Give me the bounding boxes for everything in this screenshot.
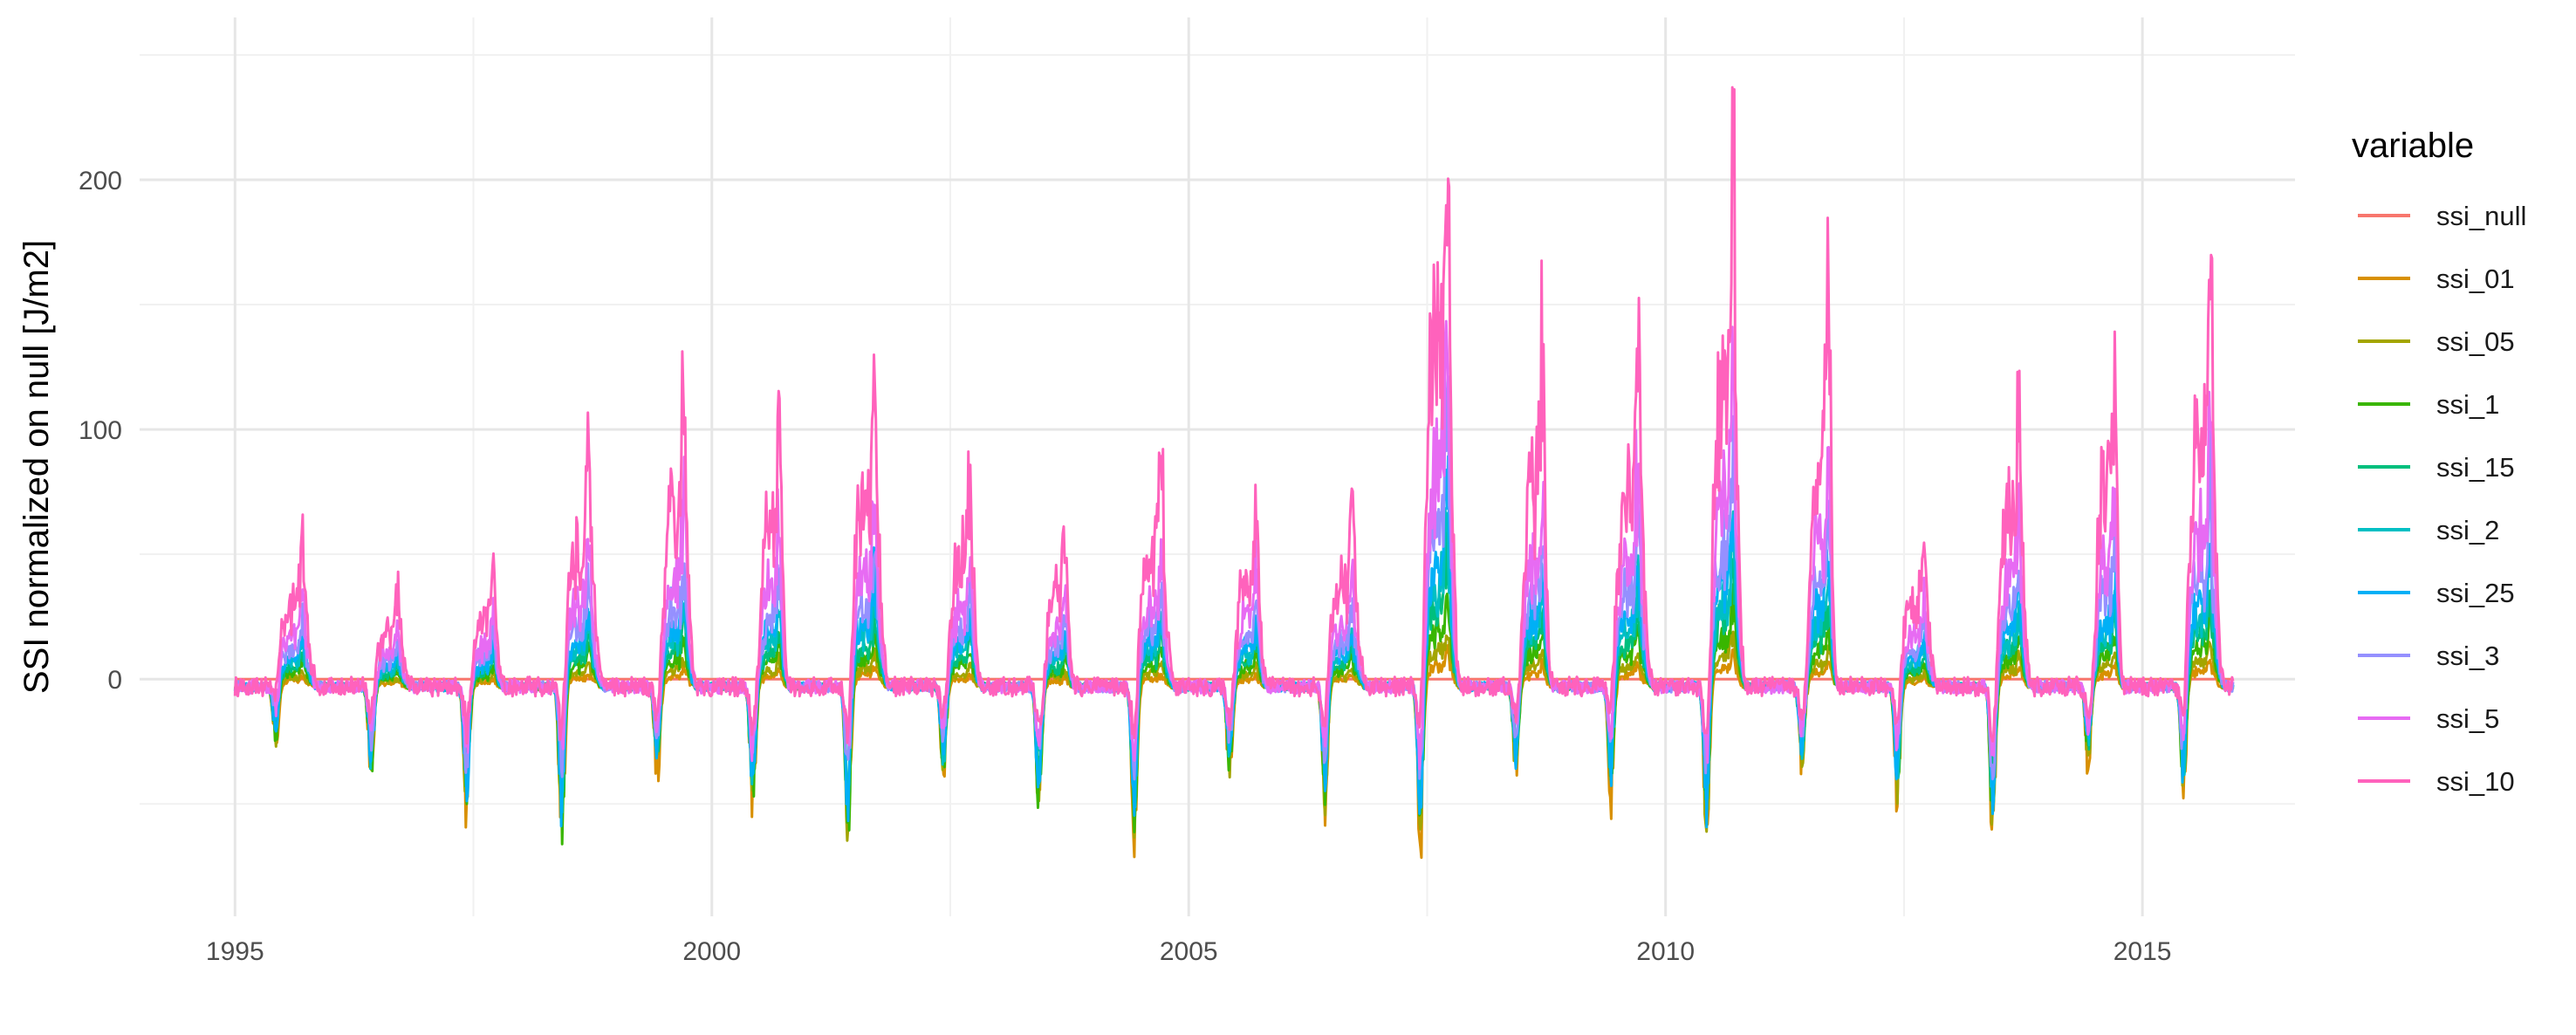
legend: variable ssi_null ssi_01 ssi_05 ssi_1 ssi_15… xyxy=(2352,127,2526,797)
legend-label-ssi_10: ssi_10 xyxy=(2436,766,2515,797)
x-tick-label: 2015 xyxy=(2114,937,2172,966)
series-line-ssi_25 xyxy=(233,455,2235,829)
x-tick-label: 1995 xyxy=(206,937,264,966)
y-tick-label: 200 xyxy=(79,167,122,195)
legend-label-ssi_null: ssi_null xyxy=(2436,201,2526,231)
x-tick-label: 2010 xyxy=(1636,937,1695,966)
legend-label-ssi_01: ssi_01 xyxy=(2436,264,2515,294)
legend-label-ssi_5: ssi_5 xyxy=(2436,703,2499,734)
grid xyxy=(140,17,2295,916)
x-tick-label: 2000 xyxy=(682,937,741,966)
legend-label-ssi_15: ssi_15 xyxy=(2436,452,2515,483)
x-tick-label: 2005 xyxy=(1160,937,1218,966)
y-tick-label: 0 xyxy=(107,666,122,695)
x-axis-ticks: 1995 2000 2005 2010 2015 xyxy=(206,937,2172,966)
y-axis-title: SSI normalized on null [J/m2] xyxy=(17,240,56,694)
series-line-ssi_10 xyxy=(233,86,2235,745)
y-axis-ticks: 0 100 200 xyxy=(79,167,122,695)
legend-label-ssi_05: ssi_05 xyxy=(2436,326,2515,357)
legend-label-ssi_25: ssi_25 xyxy=(2436,578,2515,608)
legend-label-ssi_1: ssi_1 xyxy=(2436,389,2499,420)
series-lines xyxy=(233,86,2235,860)
y-tick-label: 100 xyxy=(79,416,122,445)
legend-label-ssi_3: ssi_3 xyxy=(2436,641,2499,671)
legend-title: variable xyxy=(2352,127,2474,165)
legend-label-ssi_2: ssi_2 xyxy=(2436,515,2499,545)
legend-items: ssi_null ssi_01 ssi_05 ssi_1 ssi_15 ssi_2 ssi_… xyxy=(2358,201,2526,797)
